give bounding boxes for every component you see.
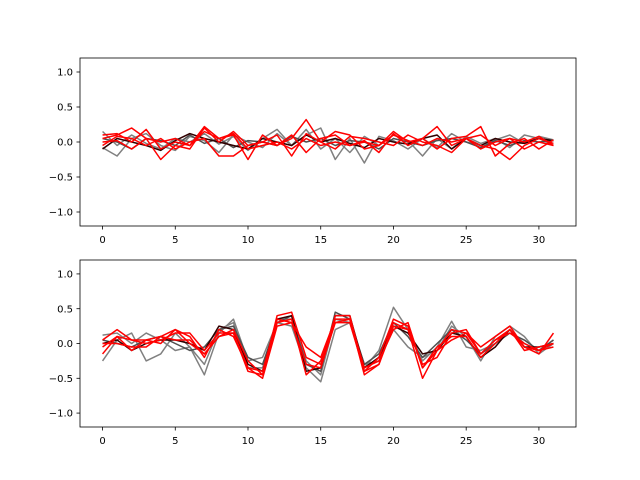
x-tick-label: 5: [172, 235, 178, 246]
y-tick-label: 0.5: [57, 103, 73, 114]
y-tick-label: 1.0: [57, 270, 73, 281]
series-group: [102, 118, 554, 164]
x-tick-label: 5: [172, 436, 178, 447]
x-tick-label: 10: [242, 436, 255, 447]
bottom-chart: 0 5 10 15 20 25 30 −1.0 −0.5 0.0 0.5 1.0: [49, 259, 577, 447]
x-tick-label: 15: [314, 436, 327, 447]
series-line-7: [102, 132, 554, 161]
series-line-7: [102, 318, 554, 373]
y-tick-label: 1.0: [57, 68, 73, 79]
x-tick-label: 0: [99, 235, 105, 246]
y-tick-label: 0.5: [57, 304, 73, 315]
y-tick-label: 0.0: [57, 339, 73, 350]
series-line-6: [102, 125, 554, 161]
x-tick-label: 25: [460, 235, 473, 246]
x-tick-label: 20: [387, 436, 400, 447]
x-tick-label: 0: [99, 436, 105, 447]
x-tick-label: 20: [387, 235, 400, 246]
series-line-8: [102, 318, 554, 376]
y-tick-label: −0.5: [49, 374, 73, 385]
series-group: [101, 306, 555, 383]
y-tick-label: −0.5: [49, 173, 73, 184]
y-tick-label: −1.0: [49, 208, 73, 219]
y-tick-label: 0.0: [57, 138, 73, 149]
top-chart: 0 5 10 15 20 25 30 −1.0 −0.5 0.0 0.5 1.0: [49, 57, 577, 246]
x-tick-label: 30: [533, 235, 546, 246]
x-tick-label: 25: [460, 436, 473, 447]
series-line-8: [102, 130, 554, 150]
x-tick-label: 15: [314, 235, 327, 246]
x-tick-label: 10: [242, 235, 255, 246]
x-tick-label: 30: [533, 436, 546, 447]
y-tick-label: −1.0: [49, 409, 73, 420]
